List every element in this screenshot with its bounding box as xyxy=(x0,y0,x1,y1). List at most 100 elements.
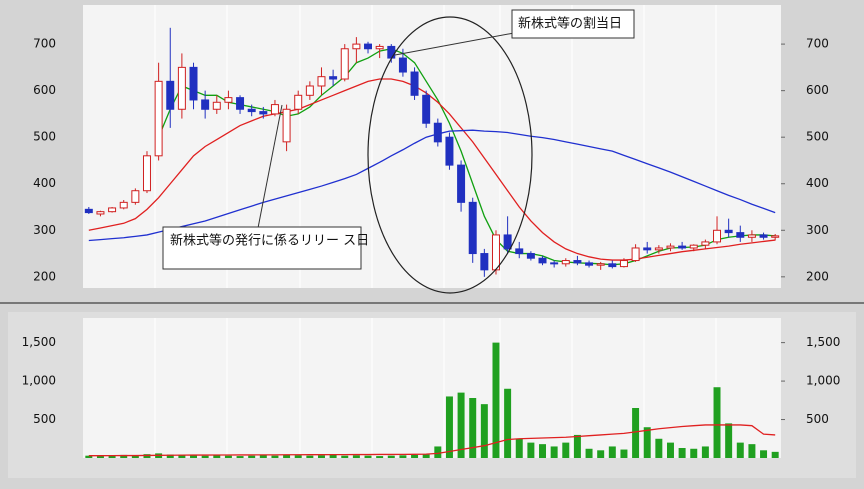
candle-body xyxy=(491,234,500,271)
candle-body xyxy=(457,164,466,203)
volume-bar xyxy=(573,434,581,458)
candle-body xyxy=(154,80,163,157)
y-tick-label: 400 xyxy=(806,176,829,190)
volume-bar xyxy=(399,455,407,458)
candle-body xyxy=(119,201,128,209)
candle-body xyxy=(713,229,722,243)
candle-body xyxy=(736,232,745,238)
candle-body xyxy=(759,234,768,238)
y-tick-label: 200 xyxy=(33,269,56,283)
volume-bar xyxy=(271,455,279,458)
volume-bar xyxy=(306,455,314,458)
volume-bar xyxy=(725,423,733,458)
candle-body xyxy=(503,234,512,250)
candle-body xyxy=(596,263,605,266)
volume-bar xyxy=(213,455,221,458)
y-tick-label: 300 xyxy=(33,223,56,237)
y-tick-label: 1,500 xyxy=(22,335,56,349)
y-tick-label: 700 xyxy=(806,37,829,51)
volume-bar xyxy=(341,455,349,458)
annotation: 新株式等の発行に係るリリー ス日 xyxy=(170,233,369,249)
candle-body xyxy=(282,108,291,143)
volume-bar xyxy=(585,448,593,458)
volume-bar xyxy=(364,455,372,458)
candle-body xyxy=(701,241,710,246)
y-tick-label: 400 xyxy=(33,176,56,190)
volume-bar xyxy=(445,396,453,458)
leader-line xyxy=(394,32,515,56)
candle-body xyxy=(375,45,384,50)
volume-bar xyxy=(701,446,709,458)
volume-bar xyxy=(550,446,558,458)
volume-bar xyxy=(236,456,244,458)
annotation-box xyxy=(511,9,635,39)
volume-bar xyxy=(597,450,605,458)
candle-body xyxy=(212,101,221,110)
candle-body xyxy=(526,253,535,259)
volume-bar xyxy=(620,449,628,458)
volume-bar xyxy=(713,387,721,458)
candle-body xyxy=(247,108,256,113)
candle-body xyxy=(317,76,326,87)
candle-body xyxy=(678,245,687,249)
candle-body xyxy=(410,71,419,96)
candle-body xyxy=(340,48,349,80)
candle-body xyxy=(619,260,628,268)
y-tick-label: 700 xyxy=(33,37,56,51)
volume-bar xyxy=(96,456,104,458)
volume-bar xyxy=(166,454,174,458)
candle-body xyxy=(573,260,582,264)
y-tick-label: 500 xyxy=(33,412,56,426)
y-tick-label: 1,000 xyxy=(806,374,840,388)
volume-bar xyxy=(329,454,337,458)
volume-bar xyxy=(294,455,302,458)
volume-bar xyxy=(480,404,488,458)
candle-body xyxy=(224,97,233,103)
volume-bar xyxy=(259,455,267,458)
volume-bar xyxy=(376,456,384,458)
volume-bar xyxy=(748,444,756,458)
candle-body xyxy=(585,262,594,266)
volume-bar xyxy=(608,446,616,458)
y-tick-label: 500 xyxy=(33,130,56,144)
annotation-box xyxy=(162,226,362,270)
volume-bar xyxy=(678,448,686,458)
candle-body xyxy=(538,257,547,264)
volume-bar xyxy=(539,444,547,458)
volume-bar xyxy=(178,454,186,458)
candle-body xyxy=(305,85,314,96)
volume-bar xyxy=(562,442,570,458)
volume-bar xyxy=(190,455,198,458)
volume-bar xyxy=(457,392,465,458)
y-tick-label: 600 xyxy=(33,83,56,97)
candle-body xyxy=(364,43,373,50)
volume-bar xyxy=(411,454,419,458)
y-tick-label: 500 xyxy=(806,130,829,144)
volume-bar xyxy=(108,455,116,458)
candle-body xyxy=(747,234,756,238)
candle-body xyxy=(515,248,524,255)
candle-body xyxy=(398,57,407,73)
candle-body xyxy=(433,122,442,143)
highlight-ellipse xyxy=(367,16,533,294)
candle-body xyxy=(608,263,617,268)
candle-body xyxy=(166,80,175,110)
y-tick-label: 600 xyxy=(806,83,829,97)
candle-body xyxy=(550,262,559,265)
candle-body xyxy=(561,260,570,265)
moving-average xyxy=(88,424,776,457)
candle-body xyxy=(724,229,733,234)
candle-body xyxy=(771,235,780,238)
volume-bar xyxy=(317,455,325,458)
volume-bar xyxy=(283,454,291,458)
volume-bar xyxy=(120,454,128,458)
candle-body xyxy=(142,155,151,192)
y-tick-label: 1,000 xyxy=(22,374,56,388)
candle-body xyxy=(84,208,93,214)
volume-bar xyxy=(224,455,232,458)
candle-body xyxy=(177,66,186,110)
candle-body xyxy=(131,190,140,203)
candle-body xyxy=(329,76,338,80)
volume-bar xyxy=(248,455,256,458)
